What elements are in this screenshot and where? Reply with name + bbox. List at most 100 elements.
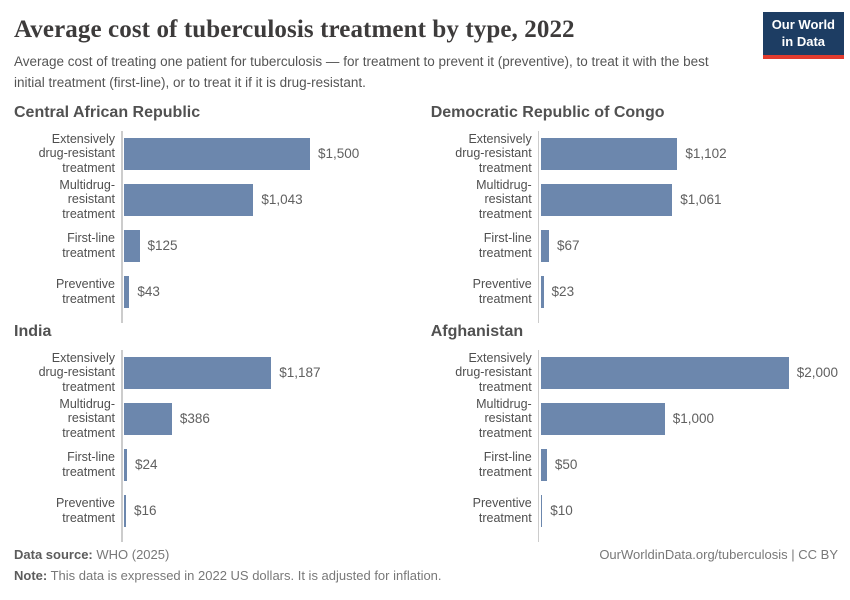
bar[interactable] <box>540 229 549 262</box>
value-label: $24 <box>134 457 158 473</box>
bar[interactable] <box>124 229 140 262</box>
category-label: First-line treatment <box>478 450 532 479</box>
bar-plot-area: $24 <box>122 448 419 481</box>
bar[interactable] <box>124 183 254 216</box>
bar[interactable] <box>540 448 547 481</box>
panel-country-title: India <box>14 322 52 340</box>
bar-row: Multidrug-resistant treatment $1,043 <box>14 177 419 223</box>
bar-row: Extensively drug-resistant treatment $2,000 <box>431 350 838 396</box>
bar-row: Extensively drug-resistant treatment $1,187 <box>14 350 419 396</box>
footer-left: Data source: WHO (2025) Note: This data … <box>14 544 442 587</box>
category-label: Extensively drug-resistant treatment <box>455 131 532 176</box>
bar-plot-area: $125 <box>122 229 419 262</box>
panel-country-title: Democratic Republic of Congo <box>430 103 665 121</box>
chart-panel: Afghanistan Extensively drug-resistant trea… <box>430 322 838 542</box>
chart-panel: India Extensively drug-resistant treatment $… <box>14 322 419 542</box>
y-axis-line <box>121 130 123 323</box>
category-label: Preventive treatment <box>55 277 115 306</box>
category-label: Preventive treatment <box>472 277 532 306</box>
bar-plot-area: $23 <box>539 275 838 308</box>
bar[interactable] <box>124 356 272 389</box>
category-label: Preventive treatment <box>472 496 532 525</box>
bar-plot-area: $10 <box>539 494 838 527</box>
bar[interactable] <box>540 137 678 170</box>
chart-panel: Central African Republic Extensively drug-… <box>14 103 419 323</box>
chart-panel: Democratic Republic of Congo Extensively d… <box>430 103 838 323</box>
bar-row: Preventive treatment $10 <box>431 488 838 534</box>
bar-row: First-line treatment $67 <box>431 223 838 269</box>
owid-logo-line1: Our World <box>771 17 835 32</box>
value-label: $1,061 <box>680 192 722 208</box>
value-label: $23 <box>551 284 575 300</box>
bar-plot-area: $1,102 <box>539 137 838 170</box>
category-label: Multidrug-resistant treatment <box>59 177 115 222</box>
value-label: $1,187 <box>279 365 321 381</box>
panel-rows: Extensively drug-resistant treatment $1,187… <box>14 349 419 542</box>
category-label: First-line treatment <box>62 231 115 260</box>
value-label: $1,043 <box>261 192 303 208</box>
bar-row: First-line treatment $50 <box>431 442 838 488</box>
y-axis-line <box>121 349 123 542</box>
bar-row: Extensively drug-resistant treatment $1,102 <box>431 131 838 177</box>
bar-plot-area: $1,043 <box>122 183 419 216</box>
panel-country-title: Afghanistan <box>430 322 524 340</box>
small-multiples-grid: Central African Republic Extensively drug-… <box>14 103 838 542</box>
panel-rows: Extensively drug-resistant treatment $2,000… <box>431 349 838 542</box>
bar[interactable] <box>540 183 673 216</box>
bar-plot-area: $2,000 <box>539 356 838 389</box>
bar-row: Preventive treatment $43 <box>14 269 419 315</box>
value-label: $1,000 <box>672 411 714 427</box>
value-label: $1,102 <box>685 146 727 162</box>
category-label: Preventive treatment <box>55 496 115 525</box>
bar[interactable] <box>540 356 789 389</box>
footer-credit-url[interactable]: OurWorldinData.org/tuberculosis <box>599 546 788 562</box>
bar[interactable] <box>540 494 543 527</box>
bar[interactable] <box>540 275 544 308</box>
bar-row: Extensively drug-resistant treatment $1,500 <box>14 131 419 177</box>
y-axis-line <box>537 130 540 323</box>
owid-logo[interactable]: Our World in Data <box>762 12 844 59</box>
category-label: First-line treatment <box>62 450 115 479</box>
page-title: Average cost of tuberculosis treatment b… <box>14 16 575 43</box>
value-label: $2,000 <box>796 365 838 381</box>
bar[interactable] <box>124 275 130 308</box>
category-label: First-line treatment <box>478 231 532 260</box>
footer-credit: OurWorldinData.org/tuberculosis | CC BY <box>599 544 838 565</box>
panel-country-title: Central African Republic <box>14 103 201 121</box>
bar[interactable] <box>124 137 310 170</box>
value-label: $16 <box>133 503 157 519</box>
bar-plot-area: $386 <box>122 402 419 435</box>
panel-rows: Extensively drug-resistant treatment $1,102… <box>431 130 838 323</box>
bar-row: Multidrug-resistant treatment $386 <box>14 396 419 442</box>
data-source-line: Data source: WHO (2025) <box>14 544 442 565</box>
value-label: $43 <box>137 284 160 300</box>
bar[interactable] <box>124 448 127 481</box>
bar-row: First-line treatment $125 <box>14 223 419 269</box>
bar-row: Multidrug-resistant treatment $1,061 <box>431 177 838 223</box>
footer-credit-separator: | <box>787 546 799 562</box>
bar[interactable] <box>124 402 172 435</box>
data-source-text: WHO (2025) <box>92 546 170 562</box>
category-label: Multidrug-resistant treatment <box>476 396 532 441</box>
chart-subtitle: Average cost of treating one patient for… <box>14 54 709 90</box>
value-label: $125 <box>147 238 178 254</box>
note-text: This data is expressed in 2022 US dollar… <box>47 568 442 584</box>
chart-footer: Data source: WHO (2025) Note: This data … <box>14 544 838 587</box>
owid-logo-line2: in Data <box>781 33 826 49</box>
category-label: Extensively drug-resistant treatment <box>38 131 115 176</box>
panel-rows: Extensively drug-resistant treatment $1,500… <box>14 130 419 323</box>
y-axis-line <box>537 349 540 542</box>
bar-plot-area: $1,000 <box>539 402 838 435</box>
bar-plot-area: $43 <box>122 275 419 308</box>
value-label: $50 <box>554 457 578 473</box>
category-label: Extensively drug-resistant treatment <box>38 350 115 395</box>
bar-plot-area: $1,187 <box>122 356 419 389</box>
bar-plot-area: $16 <box>122 494 419 527</box>
bar-row: Preventive treatment $16 <box>14 488 419 534</box>
value-label: $1,500 <box>318 146 360 162</box>
bar[interactable] <box>124 494 126 527</box>
footer-credit-license[interactable]: CC BY <box>798 546 838 562</box>
bar[interactable] <box>540 402 665 435</box>
category-label: Extensively drug-resistant treatment <box>455 350 532 395</box>
